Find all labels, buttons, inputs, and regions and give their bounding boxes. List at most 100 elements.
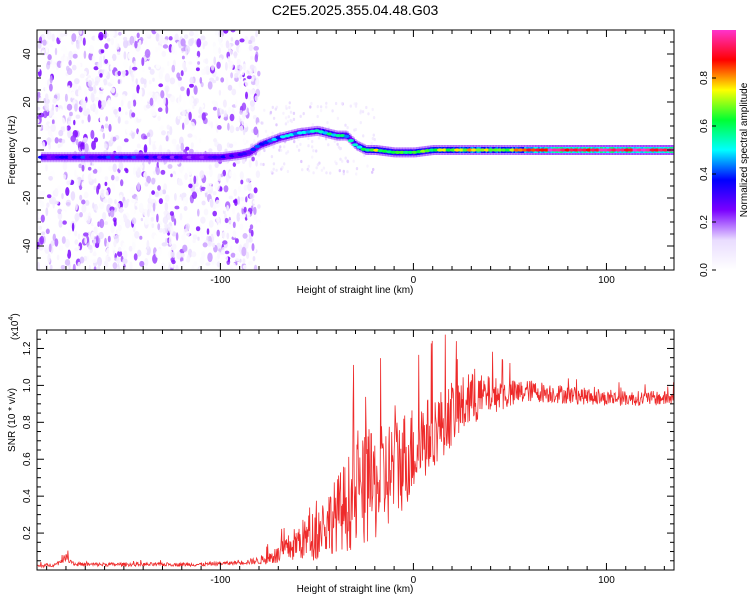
noise-speck — [83, 212, 89, 222]
noise-speck — [118, 31, 122, 36]
noise-speck — [241, 116, 245, 126]
ridge-core — [110, 155, 117, 159]
noise-speck — [59, 108, 63, 117]
noise-speck — [245, 178, 251, 183]
noise-speck — [197, 208, 200, 217]
noise-speck — [190, 142, 194, 149]
noise-speck — [139, 260, 145, 267]
noise-speck — [166, 81, 170, 86]
noise-speck — [84, 143, 89, 153]
noise-speck — [242, 258, 246, 264]
noise-speck — [94, 108, 99, 115]
noise-speck — [226, 205, 229, 210]
noise-speck — [335, 162, 338, 166]
noise-speck — [234, 238, 239, 244]
ridge-core — [407, 150, 414, 154]
noise-speck — [220, 43, 224, 48]
noise-speck — [185, 146, 190, 151]
noise-speck — [257, 70, 261, 77]
noise-speck — [210, 30, 214, 36]
noise-speck — [326, 121, 329, 125]
noise-speck — [367, 112, 370, 116]
noise-speck — [61, 44, 67, 53]
ridge-core — [619, 148, 626, 152]
noise-speck — [340, 101, 344, 106]
noise-speck — [71, 33, 77, 42]
noise-speck — [58, 138, 63, 143]
noise-speck — [117, 70, 121, 76]
noise-speck — [284, 104, 288, 109]
ridge-core — [105, 155, 112, 159]
noise-speck — [250, 80, 256, 86]
noise-speck — [320, 168, 324, 172]
noise-speck — [249, 64, 255, 70]
ridge-core — [398, 150, 405, 154]
noise-speck — [134, 40, 138, 49]
ridge-band — [352, 139, 355, 146]
noise-speck — [138, 88, 143, 97]
ridge-core — [148, 155, 155, 159]
ridge-core — [403, 150, 410, 154]
noise-speck — [199, 77, 203, 84]
noise-speck — [188, 38, 194, 47]
ridge-core — [662, 148, 669, 152]
noise-speck — [130, 99, 134, 109]
noise-speck — [66, 180, 71, 185]
noise-speck — [218, 47, 222, 54]
noise-speck — [173, 218, 177, 226]
noise-speck — [189, 178, 192, 185]
ridge-core — [80, 155, 87, 159]
noise-speck — [171, 64, 176, 73]
noise-speck — [250, 55, 254, 60]
noise-speck — [64, 238, 70, 248]
noise-speck — [40, 190, 46, 196]
noise-speck — [223, 185, 229, 193]
ridge-core — [364, 148, 371, 152]
noise-speck — [106, 241, 109, 248]
noise-speck — [205, 65, 210, 76]
ridge-core — [534, 148, 541, 152]
ridge-core — [37, 155, 44, 159]
noise-speck — [176, 251, 182, 260]
noise-speck — [155, 46, 159, 53]
noise-speck — [243, 184, 249, 191]
noise-speck — [226, 232, 230, 240]
noise-speck — [44, 245, 50, 249]
noise-speck — [284, 116, 288, 120]
noise-speck — [233, 51, 238, 59]
noise-speck — [57, 143, 61, 149]
ridge-core — [572, 148, 579, 152]
noise-speck — [96, 235, 99, 245]
noise-speck — [157, 107, 163, 112]
noise-speck — [181, 192, 187, 198]
noise-speck — [137, 167, 141, 176]
noise-speck — [237, 196, 241, 205]
noise-speck — [146, 175, 152, 184]
noise-speck — [77, 261, 81, 268]
noise-speck — [143, 78, 147, 85]
noise-speck — [284, 122, 288, 126]
noise-speck — [88, 44, 95, 54]
noise-speck — [292, 111, 296, 115]
noise-speck — [251, 76, 255, 82]
noise-speck — [233, 98, 236, 104]
ridge-core — [488, 148, 494, 152]
noise-speck — [283, 145, 286, 149]
noise-speck — [158, 70, 163, 80]
noise-speck — [252, 256, 256, 262]
noise-speck — [143, 171, 148, 177]
noise-speck — [232, 230, 237, 238]
noise-speck — [70, 135, 76, 143]
noise-speck — [184, 172, 188, 181]
noise-speck — [230, 252, 236, 258]
noise-speck — [200, 186, 206, 191]
noise-speck — [325, 105, 328, 109]
noise-speck — [158, 83, 164, 88]
noise-speck — [38, 112, 45, 118]
noise-speck — [167, 213, 171, 220]
noise-speck — [229, 171, 233, 177]
noise-speck — [342, 169, 345, 173]
noise-speck — [80, 98, 84, 108]
noise-speck — [162, 44, 169, 49]
noise-speck — [107, 197, 113, 205]
